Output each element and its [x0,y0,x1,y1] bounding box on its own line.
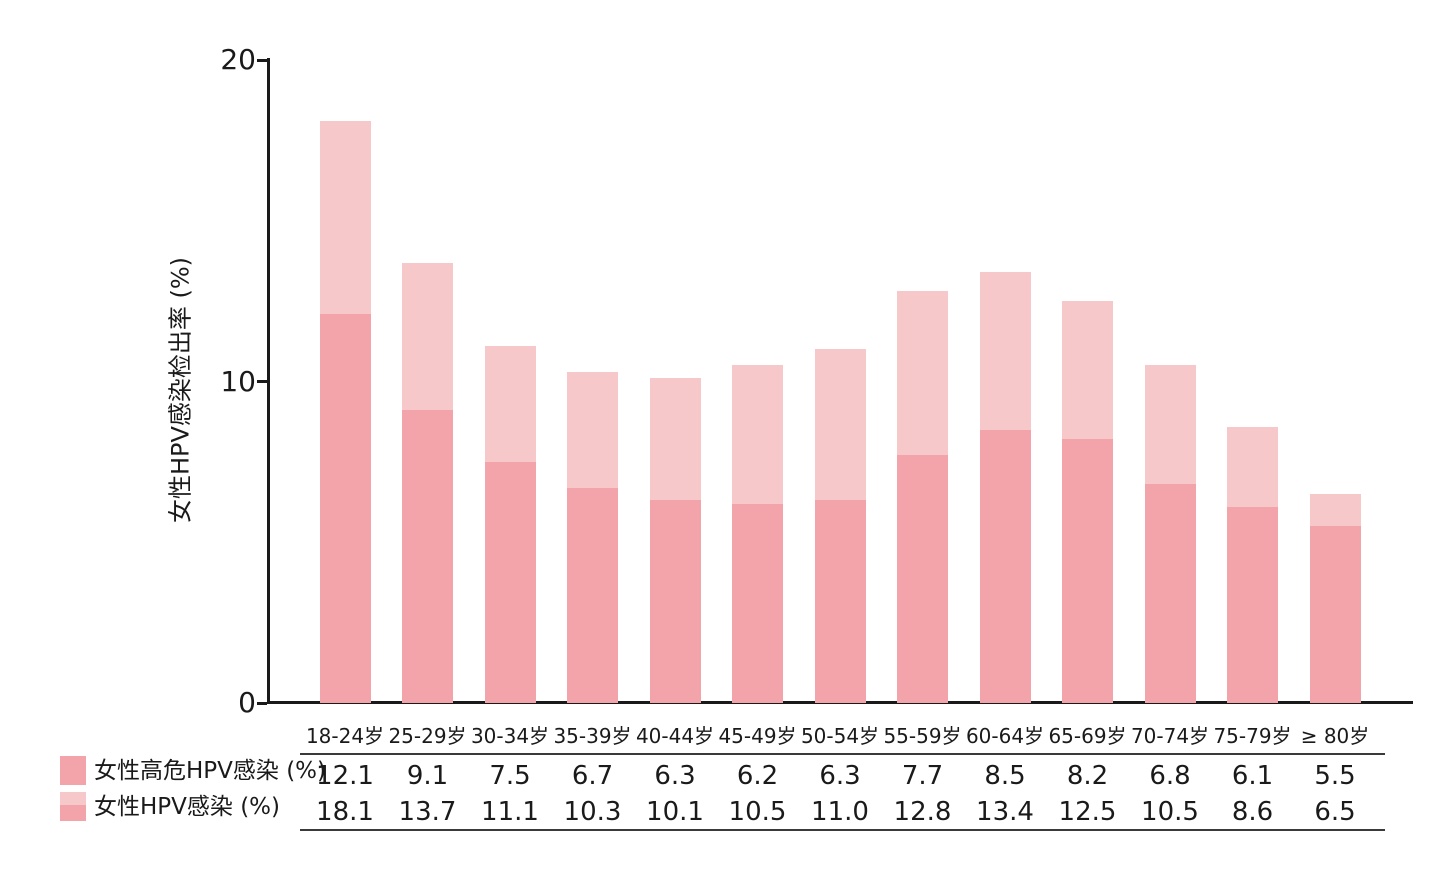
bar-high-risk-hpv [319,313,371,703]
table-value-total: 10.1 [646,797,704,827]
age-group-label: 70-74岁 [1130,724,1210,748]
age-group-label: 18-24岁 [305,724,385,748]
bar-high-risk-hpv [484,461,536,703]
y-axis-title-text: 女性HPV感染检出率 (%) [166,256,195,524]
age-group-label: 35-39岁 [553,724,632,748]
bar-high-risk-hpv [814,500,866,703]
y-tick-label: 0 [238,686,256,719]
legend-swatch-high-risk-hpv [60,756,86,785]
legend-swatch-total-hpv [60,792,86,821]
age-group-label: 55-59岁 [883,724,962,748]
age-group-label: 60-64岁 [965,724,1045,748]
legend-label-total-hpv: 女性HPV感染 (%) [94,794,281,820]
table-value-high-risk: 6.3 [819,761,861,791]
age-group-label: 50-54岁 [800,724,880,748]
bar-high-risk-hpv [897,455,948,703]
table-value-high-risk: 6.7 [571,761,614,791]
bar-high-risk-hpv [1309,526,1361,703]
bar-high-risk-hpv [1062,439,1113,703]
table-value-total: 6.5 [1314,797,1356,827]
age-group-label: ≥ 80岁 [1300,724,1370,748]
bar-high-risk-hpv [402,410,453,703]
age-group-label: 75-79岁 [1213,724,1292,748]
table-value-high-risk: 7.7 [901,761,944,791]
bar-high-risk-hpv [1144,484,1196,703]
y-tick-mark [257,58,267,62]
table-value-total: 11.1 [481,797,539,827]
age-group-label: 40-44岁 [635,724,715,748]
table-value-total: 11.0 [811,797,869,827]
bar-high-risk-hpv [732,503,783,703]
bar-high-risk-hpv [567,487,618,703]
table-value-high-risk: 7.5 [489,761,531,791]
table-value-high-risk: 6.3 [654,761,696,791]
table-value-high-risk: 6.1 [1231,761,1274,791]
age-group-label: 25-29岁 [388,724,467,748]
y-tick-label: 20 [220,43,256,76]
y-axis-line [267,58,270,704]
table-value-high-risk: 5.5 [1314,761,1356,791]
y-tick-mark [257,701,267,705]
age-group-label: 65-69岁 [1048,724,1127,748]
table-value-total: 8.6 [1231,797,1274,827]
legend-label-high-risk-hpv: 女性高危HPV感染 (%) [94,758,327,784]
bar-high-risk-hpv [649,500,701,703]
table-value-total: 12.8 [893,797,952,827]
age-group-label: 30-34岁 [470,724,550,748]
table-value-high-risk: 8.2 [1066,761,1109,791]
table-value-total: 12.5 [1058,797,1117,827]
table-value-total: 10.3 [563,797,622,827]
age-group-label: 45-49岁 [718,724,797,748]
table-value-total: 10.5 [1141,797,1199,827]
table-value-total: 13.4 [976,797,1034,827]
table-value-total: 13.7 [398,797,457,827]
table-value-total: 18.1 [316,797,374,827]
table-rule-top [300,753,1385,755]
bar-high-risk-hpv [1227,506,1278,703]
table-rule-bottom [300,829,1385,831]
y-tick-mark [257,380,267,383]
table-value-high-risk: 9.1 [406,761,449,791]
table-value-high-risk: 6.8 [1149,761,1191,791]
y-tick-label: 10 [220,364,256,398]
table-value-total: 10.5 [728,797,787,827]
table-value-high-risk: 8.5 [984,761,1026,791]
bar-high-risk-hpv [979,429,1031,703]
table-value-high-risk: 12.1 [316,761,374,791]
table-value-high-risk: 6.2 [736,761,779,791]
